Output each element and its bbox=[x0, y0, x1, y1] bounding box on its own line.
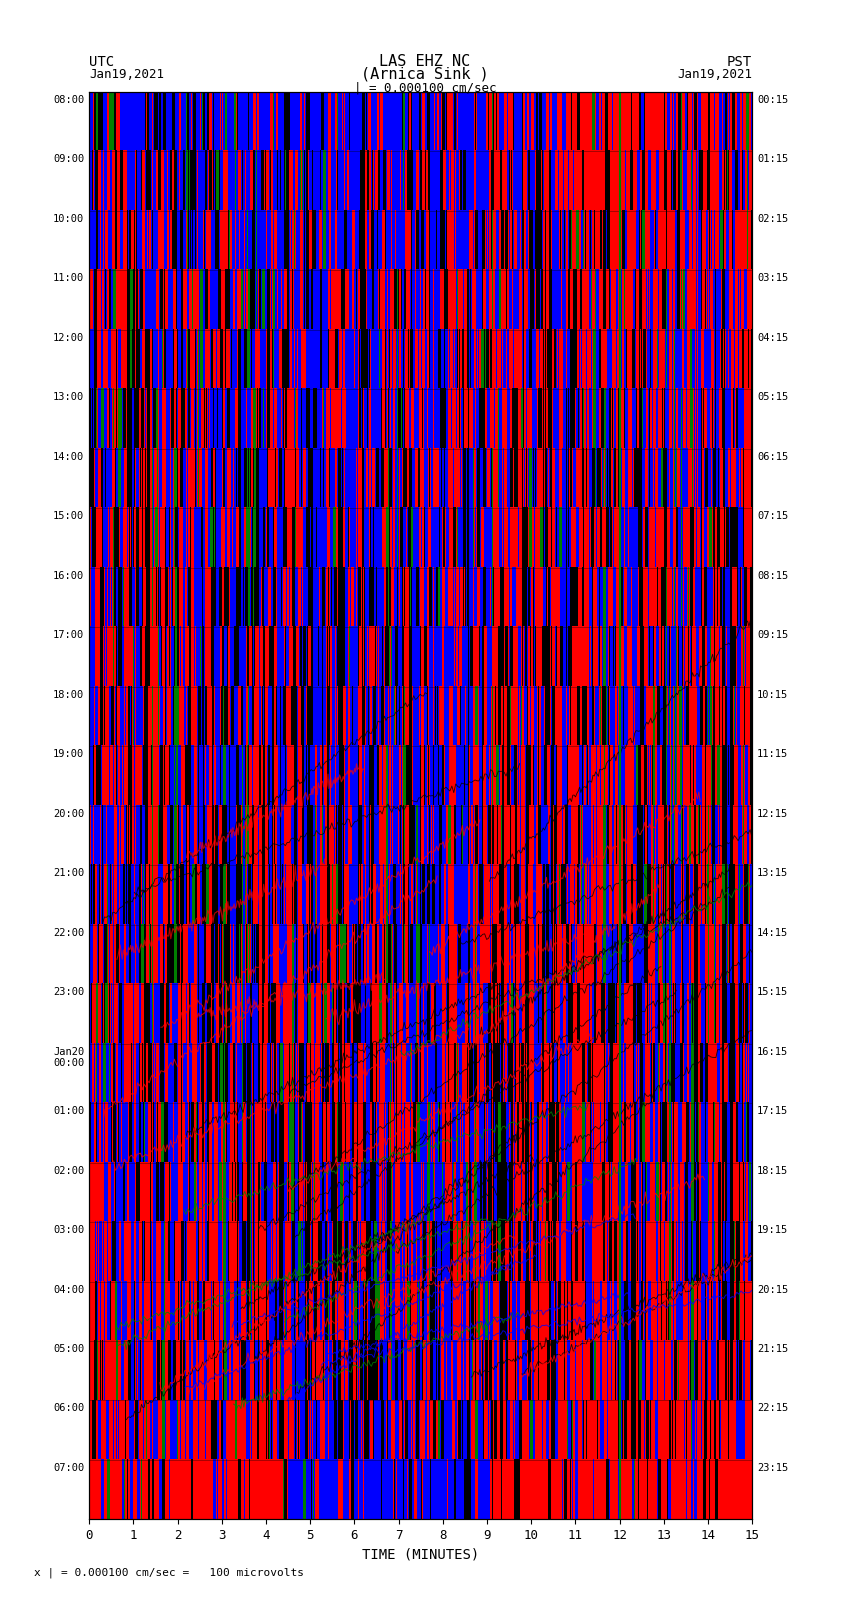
X-axis label: TIME (MINUTES): TIME (MINUTES) bbox=[362, 1548, 479, 1561]
Text: PST: PST bbox=[727, 55, 752, 69]
Text: Jan19,2021: Jan19,2021 bbox=[677, 68, 752, 82]
Text: | = 0.000100 cm/sec: | = 0.000100 cm/sec bbox=[354, 81, 496, 94]
Text: UTC: UTC bbox=[89, 55, 115, 69]
Text: Jan19,2021: Jan19,2021 bbox=[89, 68, 164, 82]
Text: x | = 0.000100 cm/sec =   100 microvolts: x | = 0.000100 cm/sec = 100 microvolts bbox=[34, 1566, 304, 1578]
Text: (Arnica Sink ): (Arnica Sink ) bbox=[361, 66, 489, 82]
Text: LAS EHZ NC: LAS EHZ NC bbox=[379, 53, 471, 69]
